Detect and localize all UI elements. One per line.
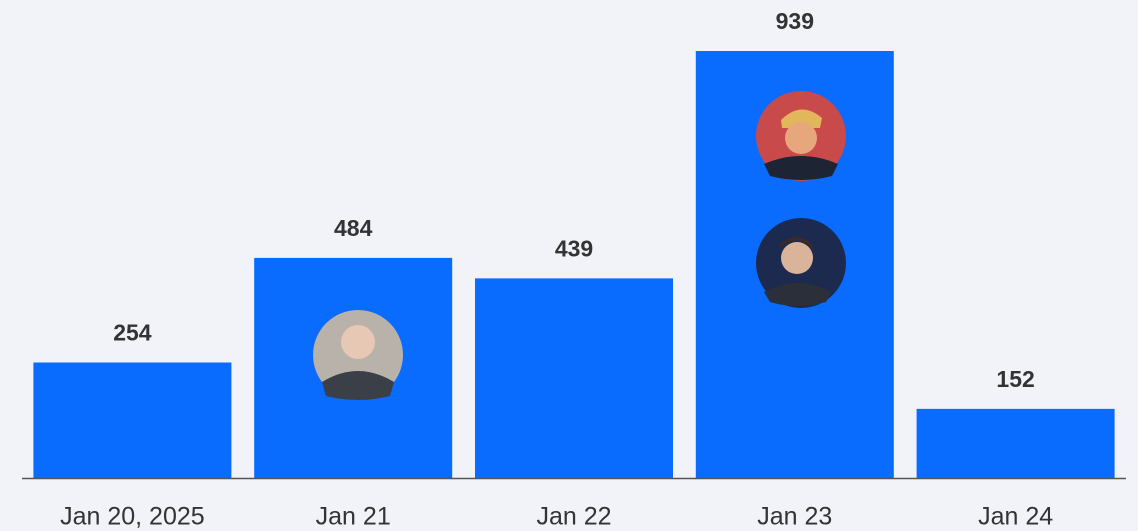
- x-tick-label: Jan 21: [316, 503, 391, 531]
- portrait: [313, 310, 403, 400]
- photos: [313, 91, 846, 400]
- portrait: [756, 218, 846, 308]
- x-tick-label: Jan 22: [536, 503, 611, 531]
- x-tick-label: Jan 24: [978, 503, 1053, 531]
- bar: [916, 408, 1115, 478]
- value-label: 484: [334, 215, 373, 241]
- value-label: 439: [555, 235, 593, 261]
- portrait: [756, 91, 846, 181]
- value-label: 254: [113, 320, 152, 346]
- x-tick-label: Jan 23: [757, 503, 832, 531]
- x-tick-label: Jan 20, 2025: [60, 503, 205, 531]
- value-label: 152: [996, 366, 1034, 392]
- bar: [33, 362, 232, 478]
- bar: [475, 278, 673, 478]
- value-label: 939: [776, 8, 814, 34]
